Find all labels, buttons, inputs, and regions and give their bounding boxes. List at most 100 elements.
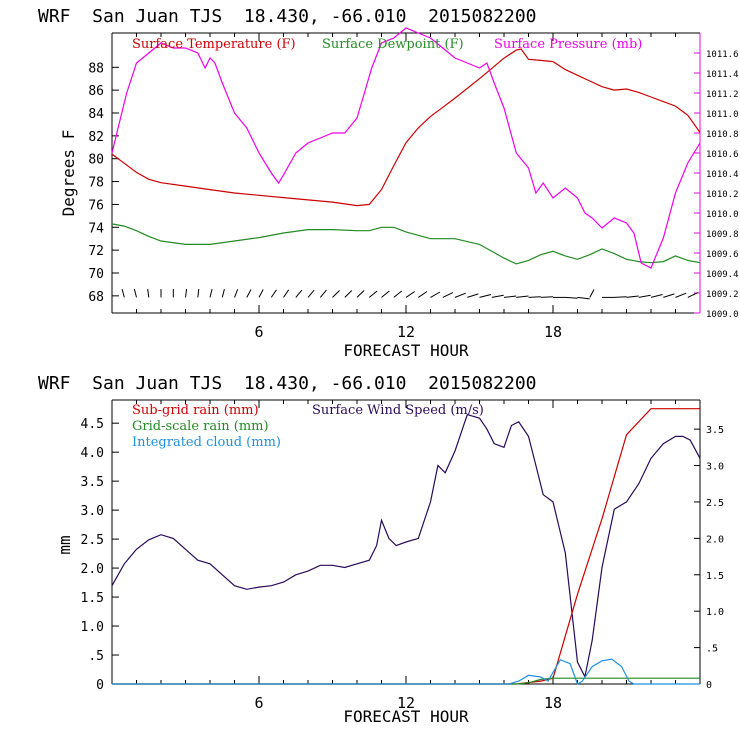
wind-barb [589,289,595,298]
wind-barb [614,296,627,298]
wind-barb [467,293,479,298]
wind-barb [295,289,303,298]
x-tick-label: 12 [397,323,415,341]
wind-barb [368,290,378,298]
y-tick-label-right: 1011.6 [706,50,739,60]
wind-barb [393,290,403,298]
series-line-surface-dewpoint-f [111,223,701,265]
wind-barb [442,292,454,298]
wind-barb [503,295,517,298]
y-tick-label-left: 78 [88,176,104,191]
y-tick-label-right: 0 [706,680,712,691]
y-tick-label-left: 3.0 [81,504,104,519]
y-tick-label-right: 1.0 [706,607,724,618]
y-tick-label-right: 1009.2 [706,290,739,300]
y-tick-label-left: 70 [88,267,104,282]
chart-title: WRF San Juan TJS 18.430, -66.010 2015082… [38,373,537,394]
wind-barb [381,290,390,298]
wind-barb [147,288,150,298]
wind-barb [121,288,125,298]
y-tick-label-left: 84 [88,107,104,122]
y-tick-label-right: 1009.6 [706,250,739,260]
y-tick-label-right: 1009.0 [706,310,739,320]
wind-barb [209,288,213,298]
wind-barb [418,291,428,298]
chart-title: WRF San Juan TJS 18.430, -66.010 2015082… [38,6,537,27]
x-tick-label: 6 [254,694,263,712]
wind-barb [246,289,252,298]
y-tick-label-left: 1.5 [81,591,104,606]
legend-entry: Grid-scale rain (mm) [132,419,269,434]
legend-entry: Surface Temperature (F) [132,37,296,52]
y-tick-label-right: 1010.8 [706,130,739,140]
y-tick-label-left: 68 [88,290,104,305]
y-tick-label-left: 1.0 [81,620,104,635]
wind-barb [319,289,327,298]
wind-barb [626,295,639,298]
y-tick-label-right: 1010.2 [706,190,739,200]
y-tick-label-left: 2.0 [81,562,104,577]
y-tick-label-left: 82 [88,130,104,145]
legend-entry: Sub-grid rain (mm) [132,403,259,418]
y-tick-label-left: 2.5 [81,533,104,548]
x-tick-label: 6 [254,323,263,341]
wind-barb [675,292,687,298]
y-tick-label-right: 3.0 [706,462,724,473]
y-tick-label-left: 4.5 [81,417,104,432]
wind-barb [454,292,466,298]
wind-barb [663,293,675,298]
precipitation-wind-chart: WRF San Juan TJS 18.430, -66.010 2015082… [38,373,724,726]
y-tick-label-right: 1009.4 [706,270,739,280]
wind-barb [234,289,239,298]
wind-barb [430,291,441,298]
wind-barb [221,288,225,298]
y-axis-label: mm [55,535,74,554]
y-tick-label-right: 1010.0 [706,210,739,220]
y-tick-label-right: 1010.4 [706,170,739,180]
y-tick-label-left: .5 [88,649,104,664]
wind-barb [270,289,277,298]
legend-entry: Integrated cloud (mm) [132,435,281,450]
y-axis-label: Degrees F [59,130,78,217]
x-tick-label: 18 [544,694,562,712]
x-tick-label: 12 [397,694,415,712]
wind-barb [405,291,415,298]
y-tick-label-right: 1.5 [706,571,724,582]
x-axis-label: FORECAST HOUR [343,341,469,360]
series-line-integrated-cloud-mm [112,658,700,685]
legend-entry: Surface Pressure (mb) [494,37,642,52]
y-tick-label-left: 88 [88,61,104,76]
wind-barb [491,294,504,298]
legend-entry: Surface Dewpoint (F) [322,37,464,52]
x-axis-label: FORECAST HOUR [343,707,469,726]
wind-barb [687,292,699,298]
y-tick-label-right: 1009.8 [706,230,739,240]
x-tick-label: 18 [544,323,562,341]
y-tick-label-left: 3.5 [81,475,104,490]
y-tick-label-right: 3.5 [706,425,724,436]
wind-barb [332,290,340,298]
wind-barb [650,294,663,298]
wind-barb [479,294,492,298]
wind-barb [577,296,590,300]
y-tick-label-right: 1011.0 [706,110,739,120]
wind-barb [356,290,365,298]
y-tick-label-right: 2.5 [706,498,724,509]
wind-barb [133,288,137,298]
series-line-surface-temperature-f [111,48,701,207]
series-line-surface-pressure-mb [111,27,701,269]
y-tick-label-left: 80 [88,153,104,168]
wind-barb [258,289,264,298]
series-line-surface-wind-speed-m-s [111,413,701,679]
wind-barb [565,296,578,299]
wind-barb [638,294,651,298]
wind-barb [307,289,315,298]
y-tick-label-left: 4.0 [81,446,104,461]
y-tick-label-left: 76 [88,198,104,213]
wind-barb [528,296,541,298]
wind-barb [344,290,353,298]
wind-barb [283,289,290,298]
wind-barb [516,295,529,298]
y-tick-label-right: 1011.2 [706,90,739,100]
